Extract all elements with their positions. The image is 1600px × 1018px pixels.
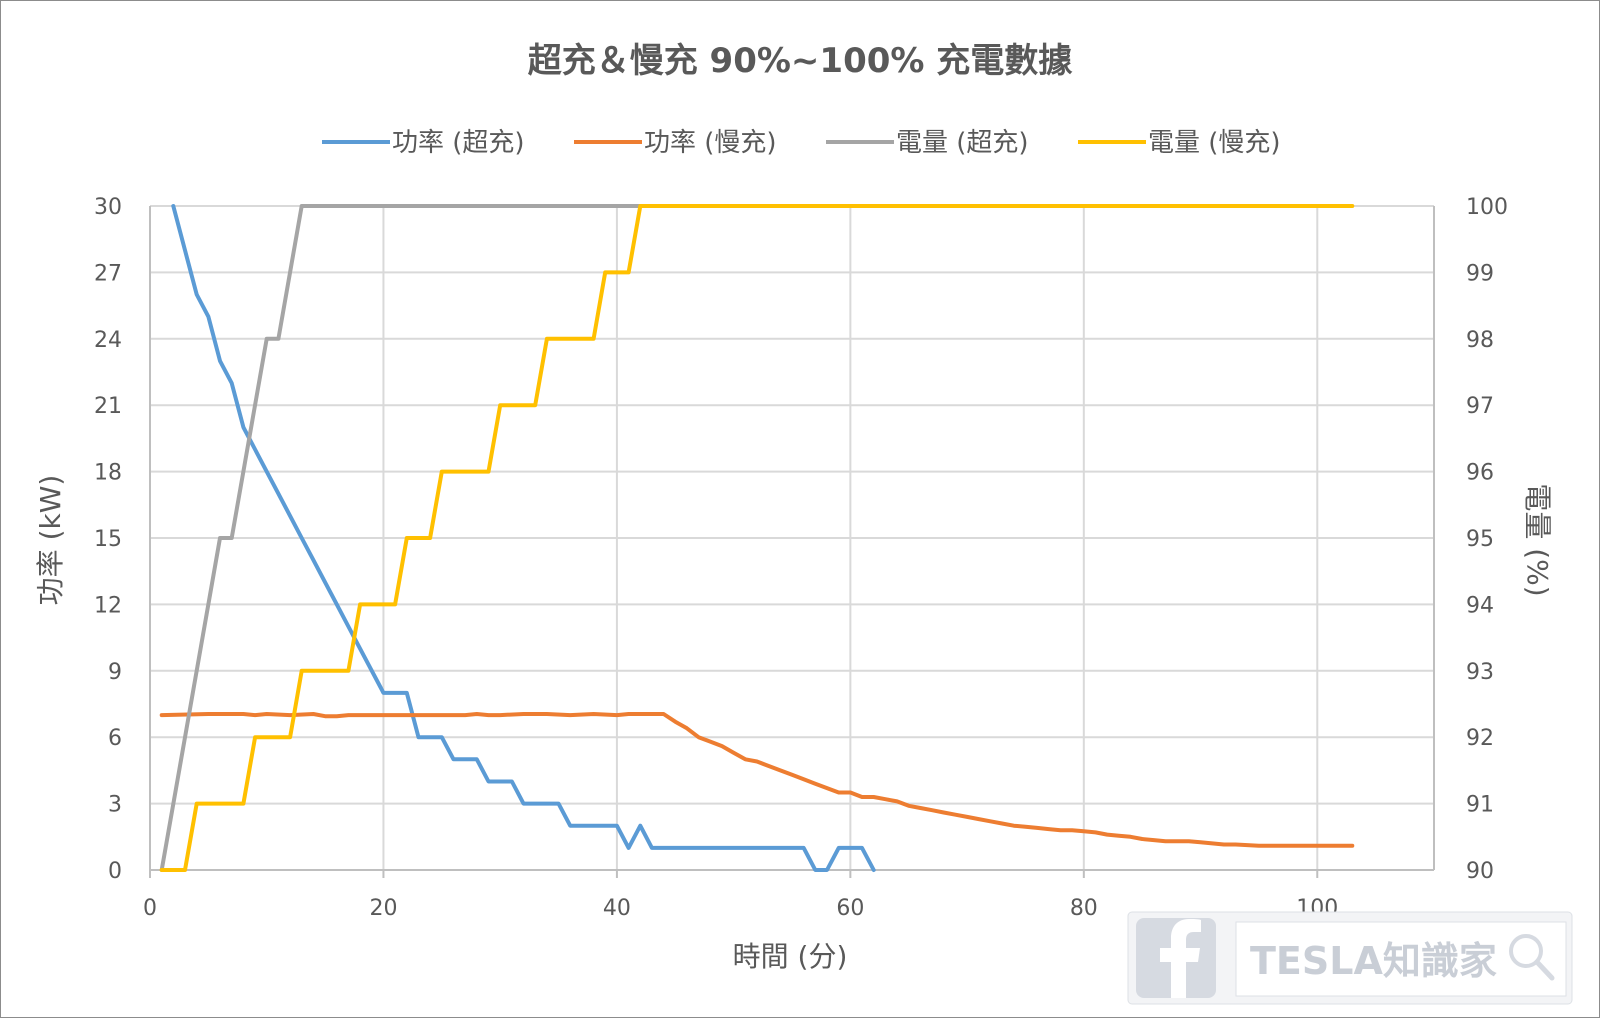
y-tick-label: 24: [94, 328, 122, 353]
watermark: TESLA知識家: [1127, 911, 1573, 1005]
y2-tick-label: 97: [1466, 394, 1494, 419]
y2-tick-label: 95: [1466, 527, 1494, 552]
y-tick-label: 27: [94, 261, 122, 286]
axes: [149, 206, 1435, 878]
y-tick-label: 0: [108, 859, 122, 884]
y2-tick-label: 100: [1466, 195, 1508, 220]
y2-axis-title: 電量 (%): [1521, 483, 1554, 596]
y2-tick-label: 98: [1466, 328, 1494, 353]
legend-label: 功率 (超充): [392, 128, 525, 158]
y-tick-label: 12: [94, 593, 122, 618]
x-tick-label: 40: [603, 896, 631, 921]
search-icon: [1509, 934, 1555, 981]
y2-tick-label: 93: [1466, 660, 1494, 685]
series-line-0: [171, 204, 876, 872]
series-line-1: [159, 712, 1355, 848]
y-tick-label: 30: [94, 195, 122, 220]
x-tick-label: 60: [836, 896, 864, 921]
y-tick-label: 21: [94, 394, 122, 419]
chart-title: 超充＆慢充 90%~100% 充電數據: [528, 41, 1074, 81]
facebook-icon: [1136, 918, 1216, 998]
gridlines: [150, 205, 1434, 871]
x-tick-label: 0: [143, 896, 157, 921]
y2-tick-label: 99: [1466, 261, 1494, 286]
series-line-2: [159, 204, 643, 872]
legend-label: 電量 (慢充): [1148, 128, 1281, 158]
legend-label: 功率 (慢充): [644, 128, 777, 158]
series-line-3: [159, 204, 1355, 872]
y2-tick-label: 94: [1466, 593, 1494, 618]
y2-tick-label: 92: [1466, 726, 1494, 751]
series-lines: [159, 204, 1355, 872]
y2-tick-label: 91: [1466, 793, 1494, 818]
y-tick-label: 6: [108, 726, 122, 751]
x-tick-label: 20: [369, 896, 397, 921]
y2-tick-label: 90: [1466, 859, 1494, 884]
x-axis-title: 時間 (分): [733, 940, 848, 973]
y-tick-label: 9: [108, 660, 122, 685]
legend-label: 電量 (超充): [896, 128, 1029, 158]
y-tick-label: 15: [94, 527, 122, 552]
y2-tick-label: 96: [1466, 461, 1494, 486]
y-axis-title: 功率 (kW): [34, 475, 67, 606]
watermark-text: TESLA知識家: [1250, 939, 1497, 983]
x-tick-label: 80: [1070, 896, 1098, 921]
tick-labels: 0 90 3 91 6 92 9 93 12 94 15 95 18 96 21 97 24 98 27 99 30 10…: [94, 195, 1508, 921]
y-tick-label: 3: [108, 793, 122, 818]
y-tick-label: 18: [94, 461, 122, 486]
legend: 功率 (超充) 功率 (慢充) 電量 (超充) 電量 (慢充): [322, 128, 1281, 158]
